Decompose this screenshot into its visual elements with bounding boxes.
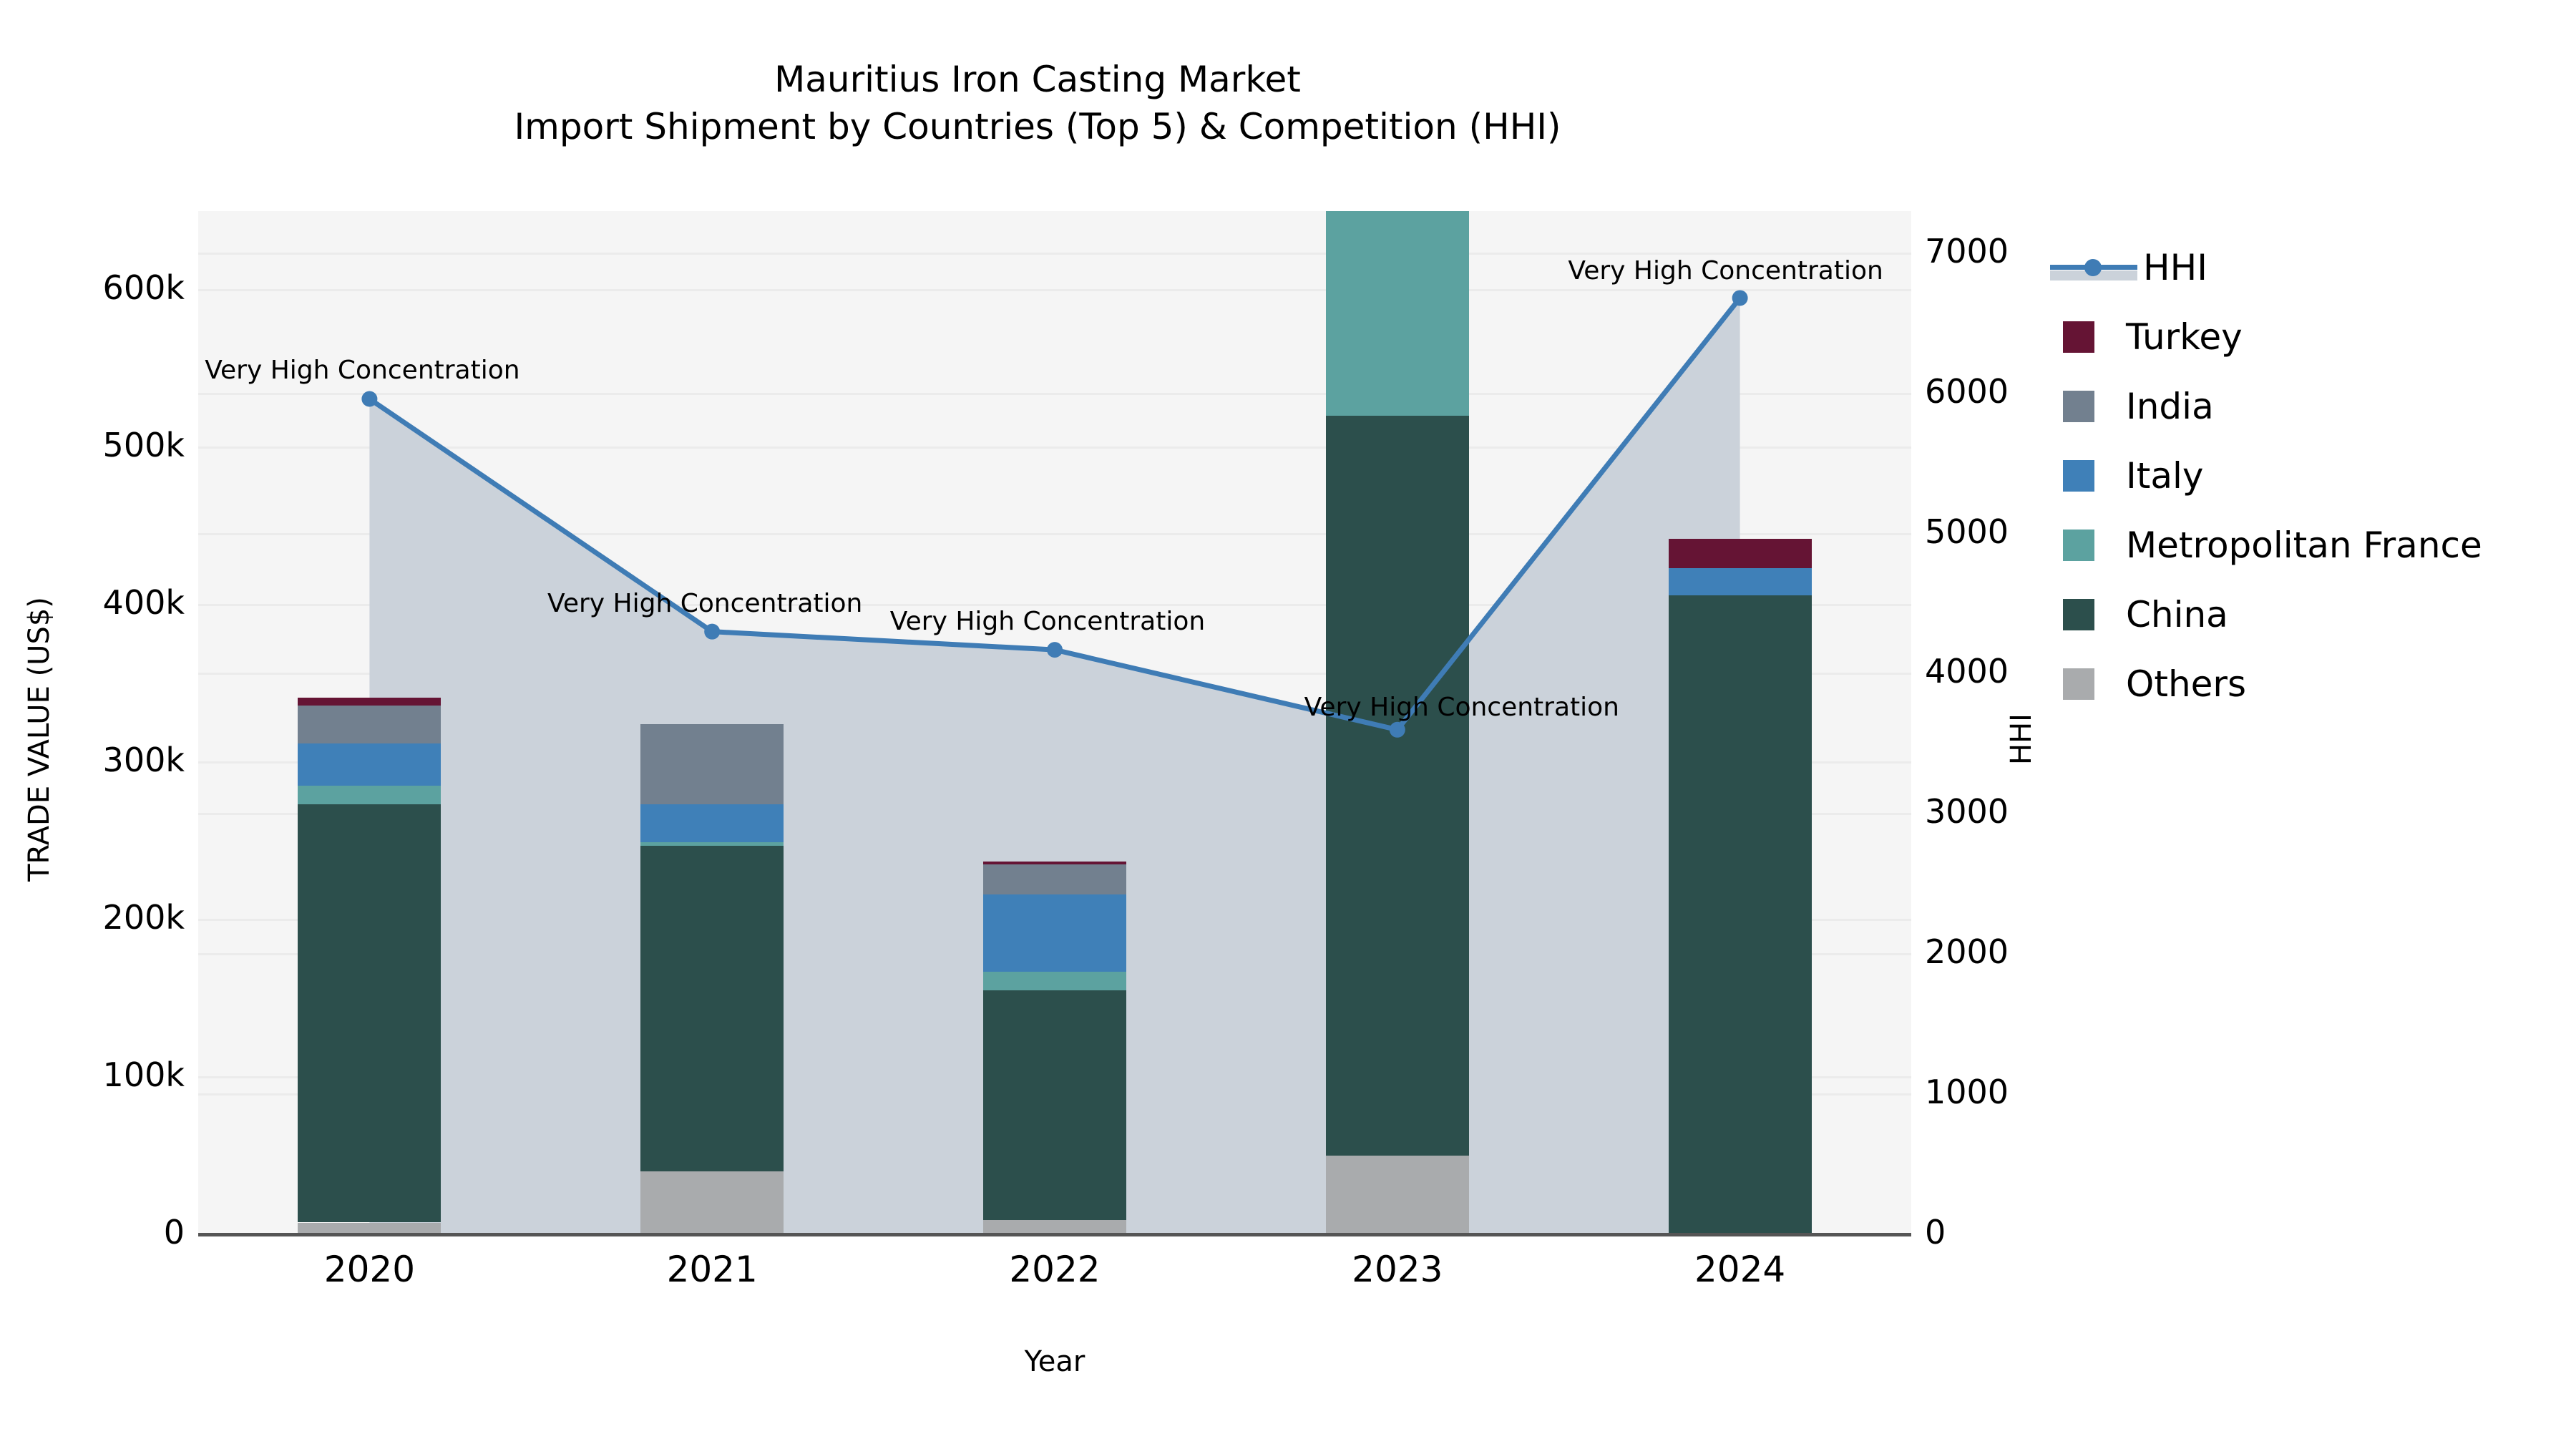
y-tick-right-label: 2000	[1925, 932, 2009, 972]
hhi-marker[interactable]	[1732, 290, 1748, 306]
bar-segment[interactable]	[1668, 595, 1812, 1234]
hhi-line-svg	[361, 290, 1748, 738]
hhi-annotation: Very High Concentration	[547, 588, 863, 618]
hhi-annotation: Very High Concentration	[1304, 692, 1619, 722]
y-tick-left-label: 100k	[102, 1055, 185, 1094]
hhi-annotation: Very High Concentration	[1568, 256, 1883, 286]
bar-segment[interactable]	[298, 804, 441, 1223]
bar-segment[interactable]	[983, 971, 1126, 990]
plot-clip	[198, 211, 1911, 1236]
legend-item-india[interactable]: India	[2050, 371, 2551, 441]
bar-segment[interactable]	[1325, 416, 1469, 1156]
bar-segment[interactable]	[983, 861, 1126, 864]
y-tick-right-label: 1000	[1925, 1073, 2009, 1112]
bar-segment[interactable]	[1325, 211, 1469, 416]
hhi-marker[interactable]	[1389, 721, 1405, 738]
y-tick-right-label: 5000	[1925, 512, 2009, 551]
gridline-y-5	[198, 447, 1911, 449]
legend-item-label: Metropolitan France	[2126, 524, 2482, 566]
hhi-annotation: Very High Concentration	[889, 607, 1206, 637]
bar-segment[interactable]	[1668, 568, 1812, 595]
bar-segment[interactable]	[640, 842, 784, 846]
gridline-y2-7	[198, 252, 1911, 255]
bar-segment[interactable]	[1325, 1156, 1469, 1234]
y-tick-left-label: 300k	[102, 741, 185, 779]
bar-segment[interactable]	[298, 786, 441, 805]
y-tick-left-label: 200k	[102, 898, 185, 937]
bar-segment[interactable]	[640, 1171, 784, 1234]
y-tick-right-label: 6000	[1925, 371, 2009, 411]
y-axis-right-title: HHI	[2005, 713, 2038, 765]
legend-color-swatch	[2063, 321, 2094, 353]
x-tick-label: 2021	[666, 1249, 758, 1290]
legend-color-swatch	[2063, 459, 2094, 492]
legend-item-label: Turkey	[2126, 316, 2243, 358]
legend-color-swatch	[2063, 390, 2094, 422]
legend-item-turkey[interactable]: Turkey	[2050, 302, 2551, 371]
chart-subtitle: Import Shipment by Countries (Top 5) & C…	[514, 106, 1561, 147]
legend-item-label: India	[2126, 385, 2214, 427]
legend-item-label: HHI	[2143, 246, 2207, 288]
bar-segment[interactable]	[983, 894, 1126, 972]
bar-segment[interactable]	[983, 1220, 1126, 1234]
gridline-y2-6	[198, 392, 1911, 395]
legend-item-label: Italy	[2126, 454, 2204, 497]
hhi-marker[interactable]	[704, 623, 721, 640]
legend-item-label: China	[2126, 593, 2228, 635]
x-tick-label: 2024	[1694, 1249, 1786, 1290]
y-tick-right-label: 3000	[1925, 792, 2009, 831]
gridline-y-4	[198, 604, 1911, 606]
y-tick-left-label: 600k	[102, 268, 185, 307]
legend-item-china[interactable]: China	[2050, 580, 2551, 649]
x-tick-label: 2020	[323, 1249, 416, 1290]
bar-segment[interactable]	[298, 697, 441, 706]
x-tick-label: 2023	[1352, 1249, 1443, 1290]
plot-area: Very High Concentration Very High Concent…	[198, 211, 1911, 1236]
hhi-polyline	[368, 296, 1742, 733]
x-axis-line	[198, 1233, 1911, 1236]
hhi-marker[interactable]	[1047, 642, 1063, 658]
y-axis-left-title: TRADE VALUE (US$)	[23, 597, 56, 882]
y-tick-right-label: 7000	[1925, 231, 2009, 270]
legend-color-swatch	[2063, 529, 2094, 561]
legend-item-metropolitan-france[interactable]: Metropolitan France	[2050, 510, 2551, 580]
legend-color-swatch	[2063, 598, 2094, 630]
legend: HHI Turkey India Italy Metropolitan France Ch…	[2050, 233, 2551, 718]
bar-segment[interactable]	[298, 743, 441, 786]
legend-item-italy[interactable]: Italy	[2050, 441, 2551, 510]
hhi-marker[interactable]	[361, 391, 378, 407]
y-tick-left-label: 400k	[102, 583, 185, 622]
bar-segment[interactable]	[298, 705, 441, 743]
legend-item-hhi[interactable]: HHI	[2050, 233, 2551, 302]
bar-segment[interactable]	[640, 845, 784, 1171]
legend-color-swatch	[2063, 668, 2094, 700]
gridline-y2-5	[198, 532, 1911, 535]
y-tick-left-label: 0	[163, 1213, 185, 1252]
y-tick-right-label: 4000	[1925, 652, 2009, 691]
bar-segment[interactable]	[298, 1222, 441, 1234]
bar-segment[interactable]	[1668, 538, 1812, 569]
hhi-annotation: Very High Concentration	[205, 356, 520, 386]
y-tick-left-label: 500k	[102, 426, 185, 464]
legend-item-label: Others	[2126, 663, 2247, 705]
bar-segment[interactable]	[983, 864, 1126, 894]
bar-segment[interactable]	[983, 990, 1126, 1221]
y-tick-right-label: 0	[1925, 1213, 1946, 1252]
x-tick-label: 2022	[1009, 1249, 1101, 1290]
legend-line-icon	[2050, 252, 2137, 283]
legend-item-others[interactable]: Others	[2050, 649, 2551, 718]
chart-title-block: Mauritius Iron Casting Market Import Shi…	[0, 56, 2075, 150]
x-axis-title: Year	[1024, 1345, 1085, 1378]
gridline-y-6	[198, 289, 1911, 291]
chart-title: Mauritius Iron Casting Market	[774, 59, 1301, 100]
bar-segment[interactable]	[640, 724, 784, 805]
bar-segment[interactable]	[640, 804, 784, 843]
legend-marker-dot	[2084, 258, 2102, 276]
